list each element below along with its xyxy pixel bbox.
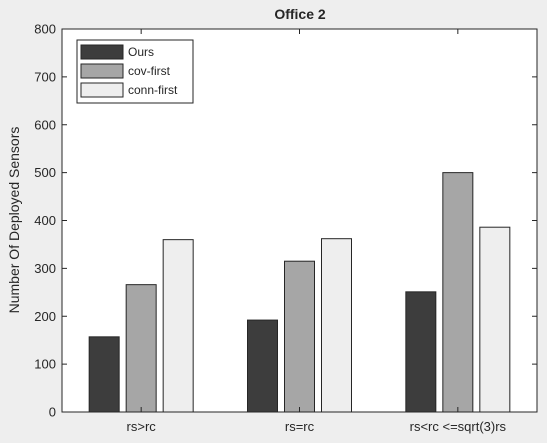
y-axis-label: Number Of Deployed Sensors bbox=[6, 127, 22, 314]
y-tick-label: 300 bbox=[34, 261, 56, 276]
x-tick-label: rs=rc bbox=[285, 419, 315, 434]
chart-title: Office 2 bbox=[274, 6, 326, 22]
legend-label: conn-first bbox=[128, 83, 178, 97]
legend-swatch bbox=[80, 44, 124, 60]
bar-ours bbox=[405, 291, 437, 413]
bar-ours bbox=[247, 319, 278, 413]
y-tick-label: 500 bbox=[34, 165, 56, 180]
y-tick-label: 0 bbox=[49, 405, 56, 420]
y-tick-label: 600 bbox=[34, 117, 56, 132]
x-tick-label: rs>rc bbox=[127, 419, 157, 434]
x-axis: rs>rc rs=rc rs<rc <=sqrt(3)rs bbox=[127, 29, 507, 434]
y-axis: 0 100 200 300 400 500 600 700 800 bbox=[34, 22, 537, 420]
x-tick-label: rs<rc <=sqrt(3)rs bbox=[410, 419, 507, 434]
y-tick-label: 700 bbox=[34, 69, 56, 84]
bar-conn-first bbox=[479, 226, 511, 413]
legend-label: Ours bbox=[128, 45, 154, 59]
bar-ours bbox=[88, 336, 120, 413]
bar-cov-first bbox=[284, 260, 315, 413]
y-tick-label: 400 bbox=[34, 213, 56, 228]
bar-cov-first bbox=[125, 284, 157, 413]
bar-conn-first bbox=[162, 239, 194, 413]
legend-swatch bbox=[80, 82, 124, 98]
legend-swatch bbox=[80, 63, 124, 79]
y-tick-label: 800 bbox=[34, 22, 56, 37]
bars-group bbox=[88, 172, 511, 413]
bar-conn-first bbox=[321, 238, 352, 413]
legend: Ours cov-first conn-first bbox=[76, 39, 194, 104]
y-tick-label: 100 bbox=[34, 357, 56, 372]
legend-label: cov-first bbox=[128, 64, 171, 78]
y-tick-label: 200 bbox=[34, 309, 56, 324]
bar-cov-first bbox=[442, 172, 474, 413]
